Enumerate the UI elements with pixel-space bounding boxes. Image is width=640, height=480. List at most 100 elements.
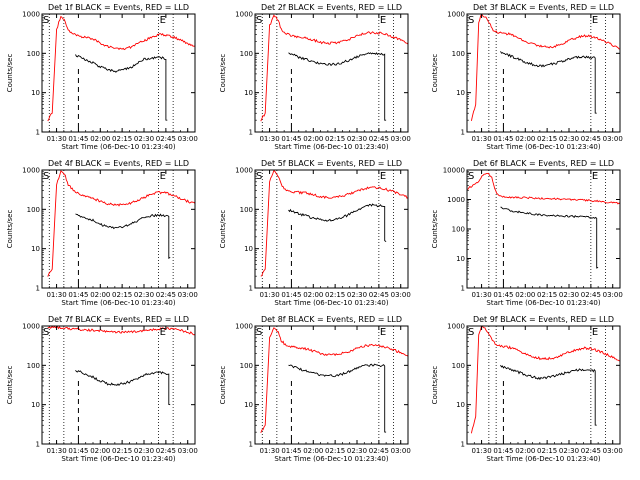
detector-plot-5: Det 5f BLACK = Events, RED = LLD 01:30 01:… <box>219 159 411 307</box>
plot-title: Det 7f BLACK = Events, RED = LLD <box>48 315 189 324</box>
series-lld-line <box>470 14 620 121</box>
x-tick-label: 02:15 <box>112 291 132 299</box>
series-lld-line <box>260 14 408 122</box>
x-tick-label: 02:15 <box>325 447 345 455</box>
y-tick-label: 10 <box>244 401 253 409</box>
y-tick-label: 1 <box>461 285 465 293</box>
x-tick-label: 03:00 <box>603 291 623 299</box>
plot-frame <box>254 169 409 289</box>
x-tick-label: 02:30 <box>347 291 367 299</box>
x-tick-label: 01:30 <box>259 447 279 455</box>
x-tick-label: 02:15 <box>325 135 345 143</box>
start-marker: S <box>468 327 474 338</box>
detector-plot-2: Det 2f BLACK = Events, RED = LLD 01:30 01:… <box>219 3 411 151</box>
x-tick-label: 02:30 <box>134 135 154 143</box>
x-tick-label: 01:30 <box>46 447 66 455</box>
x-axis-label: Start Time (06-Dec-10 01:23:40) <box>274 455 388 463</box>
x-tick-label: 02:45 <box>581 447 601 455</box>
y-tick-label: 10 <box>244 89 253 97</box>
series-lld-line <box>47 326 195 336</box>
y-tick-label: 100 <box>27 206 40 214</box>
plot-title: Det 3f BLACK = Events, RED = LLD <box>473 3 614 12</box>
series-lld-line <box>467 172 620 205</box>
y-tick-label: 100 <box>27 362 40 370</box>
plot-title: Det 5f BLACK = Events, RED = LLD <box>261 159 402 168</box>
x-axis-label: Start Time (06-Dec-10 01:23:40) <box>61 143 175 151</box>
y-axis-label: Counts/sec <box>219 54 227 93</box>
series-events-line <box>75 54 168 121</box>
plot-frame <box>41 169 196 289</box>
series-lld-line <box>47 170 195 277</box>
series-events-line <box>500 206 599 269</box>
detector-plot-9: Det 9f BLACK = Events, RED = LLD 01:30 01:… <box>431 315 623 463</box>
end-marker: E <box>592 327 598 338</box>
y-tick-label: 1000 <box>447 196 465 204</box>
x-tick-label: 02:30 <box>559 135 579 143</box>
x-tick-label: 02:15 <box>537 291 557 299</box>
y-tick-label: 100 <box>27 50 40 58</box>
end-marker: E <box>380 171 386 182</box>
detector-plot-6: Det 6f BLACK = Events, RED = LLD 01:30 01:… <box>431 159 623 307</box>
x-tick-label: 01:45 <box>68 447 88 455</box>
x-tick-label: 03:00 <box>178 291 198 299</box>
detector-plot-3: Det 3f BLACK = Events, RED = LLD 01:30 01:… <box>431 3 623 151</box>
x-tick-label: 01:30 <box>259 291 279 299</box>
x-tick-label: 02:15 <box>537 447 557 455</box>
x-tick-label: 01:30 <box>471 135 491 143</box>
y-tick-label: 1000 <box>235 323 253 331</box>
x-tick-label: 01:45 <box>281 135 301 143</box>
y-tick-label: 10000 <box>443 167 465 175</box>
x-axis-label: Start Time (06-Dec-10 01:23:40) <box>274 143 388 151</box>
x-tick-label: 03:00 <box>391 291 411 299</box>
x-tick-label: 01:30 <box>259 135 279 143</box>
y-tick-label: 1 <box>36 285 40 293</box>
y-tick-label: 100 <box>240 50 253 58</box>
x-axis-label: Start Time (06-Dec-10 01:23:40) <box>486 299 600 307</box>
y-tick-label: 1000 <box>22 11 40 19</box>
y-axis-label: Counts/sec <box>219 210 227 249</box>
x-tick-label: 01:30 <box>471 447 491 455</box>
x-tick-label: 01:30 <box>46 291 66 299</box>
y-tick-label: 10 <box>456 255 465 263</box>
series-events-line <box>288 203 387 243</box>
x-tick-label: 02:45 <box>156 291 176 299</box>
start-marker: S <box>43 15 49 26</box>
x-tick-label: 02:00 <box>515 447 535 455</box>
y-tick-label: 1 <box>249 129 253 137</box>
plot-title: Det 6f BLACK = Events, RED = LLD <box>473 159 614 168</box>
end-marker: E <box>160 15 166 26</box>
x-tick-label: 02:30 <box>347 135 367 143</box>
x-tick-label: 02:00 <box>90 135 110 143</box>
x-tick-label: 02:30 <box>559 291 579 299</box>
y-tick-label: 10 <box>456 89 465 97</box>
end-marker: E <box>380 15 386 26</box>
y-tick-label: 1 <box>461 129 465 137</box>
series-events-line <box>500 51 597 114</box>
x-tick-label: 01:45 <box>493 291 513 299</box>
y-tick-label: 100 <box>240 362 253 370</box>
y-tick-label: 1000 <box>235 167 253 175</box>
x-tick-label: 01:30 <box>46 135 66 143</box>
x-tick-label: 02:00 <box>303 291 323 299</box>
x-tick-label: 03:00 <box>391 135 411 143</box>
x-tick-label: 02:15 <box>325 291 345 299</box>
y-axis-label: Counts/sec <box>431 366 439 405</box>
y-axis-label: Counts/sec <box>431 210 439 249</box>
x-tick-label: 01:45 <box>68 135 88 143</box>
x-tick-label: 02:45 <box>156 447 176 455</box>
series-events-line <box>288 52 387 121</box>
y-axis-label: Counts/sec <box>6 210 14 249</box>
x-tick-label: 01:45 <box>493 447 513 455</box>
x-tick-label: 02:15 <box>537 135 557 143</box>
x-tick-label: 02:00 <box>90 291 110 299</box>
end-marker: E <box>380 327 386 338</box>
x-tick-label: 03:00 <box>178 447 198 455</box>
start-marker: S <box>468 15 474 26</box>
x-tick-label: 03:00 <box>178 135 198 143</box>
x-tick-label: 02:00 <box>515 135 535 143</box>
start-marker: S <box>256 15 262 26</box>
series-lld-line <box>260 327 408 434</box>
start-marker: S <box>43 327 49 338</box>
detector-plot-8: Det 8f BLACK = Events, RED = LLD 01:30 01:… <box>219 315 411 463</box>
